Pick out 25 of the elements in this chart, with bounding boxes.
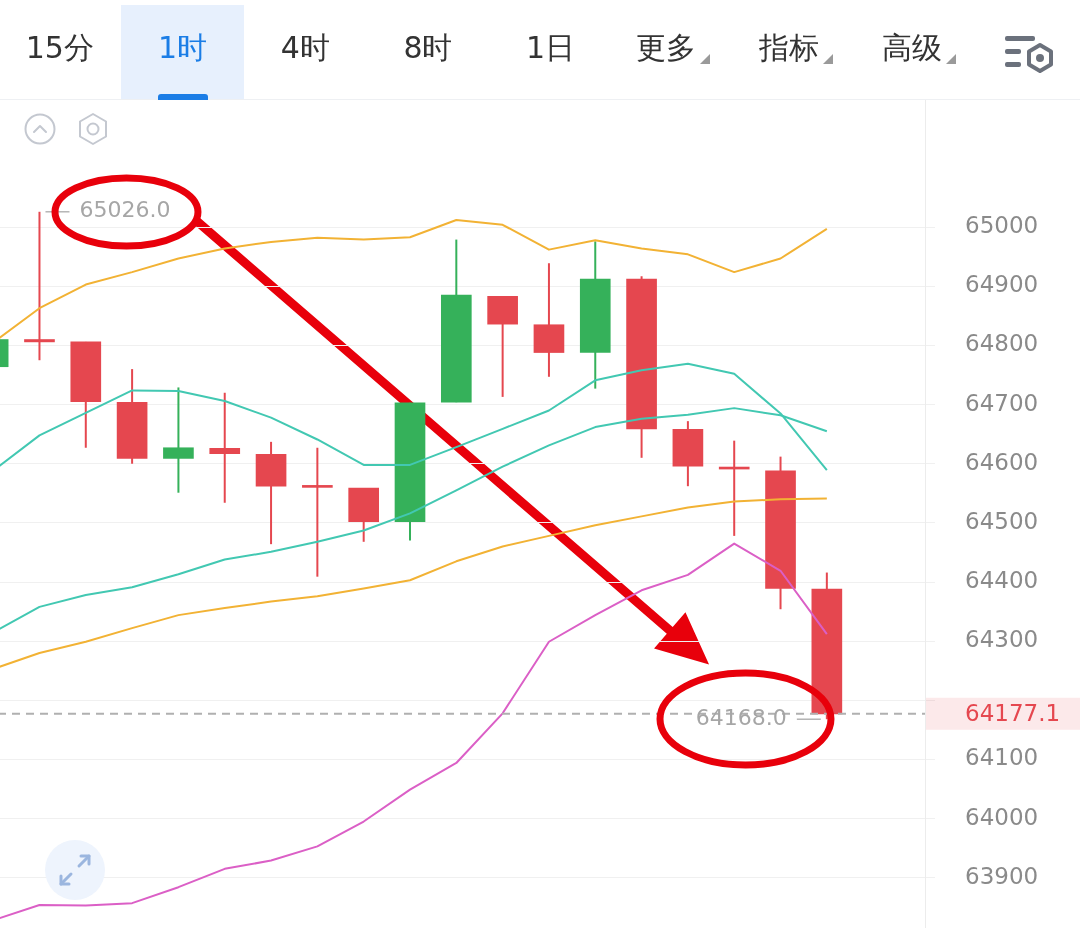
- text: 8时: [403, 30, 453, 66]
- text: 15分: [25, 30, 94, 66]
- text: 指标: [759, 30, 820, 66]
- y-tick-label: 64900: [965, 271, 1039, 298]
- y-tick-label: 64100: [965, 744, 1039, 771]
- y-tick-label: 65000: [965, 212, 1039, 239]
- y-tick-label: 64600: [965, 448, 1039, 475]
- y-tick-label: 64800: [965, 330, 1039, 357]
- text: 更多: [636, 30, 697, 66]
- text: 高级: [881, 30, 942, 66]
- y-tick-label: 64000: [965, 803, 1039, 830]
- y-tick-label: 63900: [965, 862, 1039, 889]
- y-tick-label: 64700: [965, 389, 1039, 416]
- annotation: 65026.0: [79, 197, 171, 223]
- candlestick: [209, 391, 241, 504]
- y-tick-label: 64400: [965, 566, 1039, 593]
- candlestick: [302, 446, 333, 578]
- text: 1时: [157, 30, 208, 66]
- candlestick: [163, 386, 194, 494]
- text: 1日: [526, 30, 576, 66]
- y-tick-label: 64300: [965, 626, 1039, 653]
- text: 4时: [280, 30, 330, 66]
- annotation: 64168.0: [695, 704, 787, 730]
- y-tick-label: 64500: [965, 507, 1039, 534]
- ref-line-label: 64177.1: [965, 699, 1061, 726]
